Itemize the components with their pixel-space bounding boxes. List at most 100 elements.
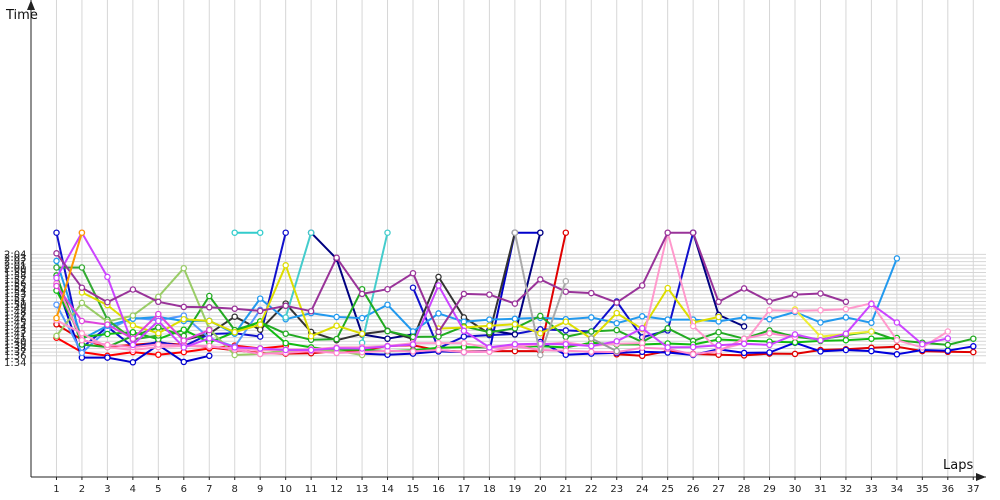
y-tick-label: 2:02 <box>4 257 26 268</box>
data-point <box>155 341 162 348</box>
x-tick-label: 32 <box>840 484 853 495</box>
y-tick-label: 1:59 <box>4 268 26 279</box>
data-point <box>307 332 315 340</box>
data-point <box>868 328 875 335</box>
data-point <box>664 325 671 332</box>
data-point <box>766 315 773 323</box>
y-axis-title: Time <box>5 8 38 23</box>
data-point <box>282 330 289 337</box>
data-point <box>817 290 824 297</box>
series-line <box>55 232 83 319</box>
data-point <box>638 282 646 289</box>
data-point <box>715 313 722 321</box>
data-point <box>562 327 570 334</box>
data-point <box>155 351 162 358</box>
data-point <box>842 336 850 344</box>
data-point <box>766 306 773 314</box>
data-point <box>715 328 722 336</box>
x-tick-label: 5 <box>155 484 161 495</box>
data-point <box>766 330 773 337</box>
data-point <box>486 328 493 336</box>
data-point <box>53 332 60 340</box>
x-tick-label: 13 <box>356 484 369 495</box>
data-point <box>409 348 417 355</box>
data-point <box>78 317 86 325</box>
data-point <box>435 339 442 347</box>
data-point <box>791 339 799 346</box>
x-tick-label: 28 <box>738 484 751 495</box>
data-point <box>155 310 162 318</box>
data-point <box>256 321 264 328</box>
data-point <box>384 229 391 236</box>
series-27 <box>53 229 850 336</box>
data-point <box>740 340 748 348</box>
y-tick-label: 1:39 <box>4 340 26 351</box>
data-point <box>664 229 671 236</box>
series-line <box>55 231 949 351</box>
data-point <box>537 229 544 236</box>
data-point <box>562 347 570 354</box>
data-point <box>511 315 519 323</box>
y-tick-label: 1:52 <box>4 293 26 304</box>
data-point <box>435 282 442 289</box>
x-tick-label: 17 <box>458 484 471 495</box>
x-tick-label: 25 <box>661 484 674 495</box>
data-point <box>409 341 417 348</box>
x-tick-label: 11 <box>305 484 318 495</box>
data-point <box>104 321 111 328</box>
y-tick-label: 1:50 <box>4 300 26 311</box>
data-point <box>638 313 646 320</box>
data-point <box>766 349 773 356</box>
data-point <box>715 298 722 306</box>
data-point <box>206 317 213 325</box>
data-point <box>231 313 238 320</box>
data-point <box>893 343 901 350</box>
data-point <box>970 348 977 356</box>
series-line <box>794 308 872 338</box>
y-tick-label: 1:57 <box>4 275 26 286</box>
data-point <box>562 277 570 285</box>
x-tick-label: 15 <box>407 484 420 495</box>
data-point <box>664 284 671 292</box>
data-point <box>893 319 901 326</box>
data-point <box>384 335 391 342</box>
data-point <box>231 305 238 312</box>
data-point <box>53 257 60 265</box>
x-tick-label: 8 <box>232 484 238 495</box>
y-tick-label: 1:38 <box>4 344 26 355</box>
data-point <box>740 335 748 342</box>
data-point <box>409 269 417 277</box>
series-line <box>438 287 719 340</box>
data-point <box>180 315 188 323</box>
y-tick-label: 1:42 <box>4 329 26 340</box>
series-14 <box>231 229 264 236</box>
data-point <box>53 314 60 322</box>
data-point <box>486 344 493 351</box>
series-line <box>55 231 847 333</box>
x-tick-label: 35 <box>916 484 929 495</box>
data-point <box>282 314 289 321</box>
data-point <box>562 229 570 236</box>
y-tick-label: 1:43 <box>4 325 26 336</box>
data-point <box>206 342 213 350</box>
data-point <box>868 335 875 342</box>
data-point <box>78 336 86 344</box>
data-point <box>78 349 86 357</box>
data-point <box>638 325 646 332</box>
series-28 <box>511 229 570 359</box>
y-axis-arrow-icon <box>27 0 35 10</box>
x-tick-label: 3 <box>104 484 110 495</box>
data-point <box>129 335 137 342</box>
y-tick-label: 1:53 <box>4 289 26 300</box>
data-point <box>613 319 620 327</box>
data-point <box>486 291 493 298</box>
data-point <box>944 328 952 335</box>
x-tick-label: 37 <box>967 484 980 495</box>
x-tick-label: 4 <box>130 484 136 495</box>
data-point <box>180 337 188 344</box>
data-point <box>53 264 60 271</box>
data-point <box>511 331 519 338</box>
data-point <box>358 290 366 298</box>
data-point <box>384 301 391 308</box>
data-point <box>842 330 850 337</box>
